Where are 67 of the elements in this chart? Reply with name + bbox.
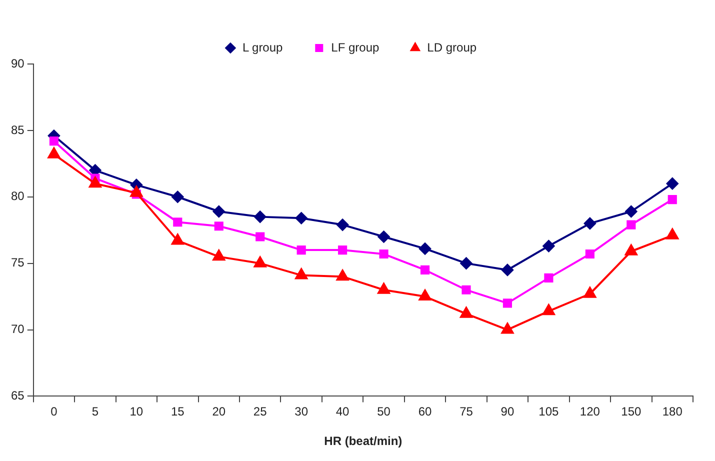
point	[460, 306, 472, 318]
x-tick-label: 50	[377, 404, 391, 419]
y-tick-label: 80	[10, 189, 25, 204]
point	[379, 249, 388, 259]
point	[336, 270, 349, 281]
x-tick-label: 75	[460, 404, 474, 419]
point	[88, 176, 102, 188]
point	[212, 250, 226, 261]
y-tick-label: 90	[10, 56, 25, 70]
point	[584, 217, 596, 230]
x-tick-label: 20	[212, 404, 226, 419]
point	[173, 218, 182, 227]
point	[501, 264, 514, 276]
point	[460, 257, 472, 270]
point	[254, 256, 266, 268]
point	[501, 322, 514, 334]
point	[502, 298, 512, 308]
point	[584, 286, 596, 298]
point	[296, 245, 306, 255]
point	[295, 268, 308, 280]
point	[256, 232, 265, 242]
point	[336, 218, 349, 231]
point	[214, 222, 224, 231]
x-tick-label: 90	[500, 404, 514, 419]
x-tick-label: 40	[336, 404, 350, 419]
point	[666, 178, 678, 190]
point	[419, 242, 432, 255]
x-axis-title: HR (beat/min)	[324, 434, 402, 448]
x-tick-label: 120	[580, 404, 600, 419]
x-tick-label: 0	[50, 404, 58, 419]
x-tick-label: 15	[170, 404, 185, 419]
point	[378, 282, 390, 294]
point	[172, 190, 184, 203]
y-tick-label: 70	[10, 322, 25, 336]
point	[626, 220, 636, 230]
x-tick-label: 150	[621, 404, 642, 419]
point	[544, 273, 554, 282]
point	[624, 244, 638, 256]
y-tick-label: 65	[10, 388, 25, 403]
x-tick-label: 30	[294, 404, 308, 419]
point	[542, 240, 555, 252]
point	[212, 205, 225, 218]
x-tick-label: 105	[538, 404, 560, 419]
y-tick-label: 75	[10, 256, 25, 270]
legend-label: LF group	[331, 40, 380, 54]
x-tick-label: 180	[662, 404, 683, 419]
x-tick-label: 10	[130, 404, 144, 419]
point	[338, 245, 348, 255]
legend-label: LD group	[427, 40, 477, 54]
point	[542, 304, 555, 316]
y-tick-label: 85	[10, 122, 25, 137]
point	[668, 195, 677, 204]
point	[418, 290, 432, 301]
legend-label: L group	[242, 40, 284, 54]
point	[625, 205, 638, 218]
x-tick-label: 5	[92, 404, 99, 419]
point	[254, 210, 266, 223]
point	[585, 249, 594, 259]
point	[49, 136, 58, 146]
point	[295, 212, 308, 224]
point	[171, 234, 184, 245]
point	[378, 230, 390, 243]
point	[420, 265, 430, 274]
x-tick-label: 25	[253, 404, 268, 419]
point	[666, 228, 679, 240]
x-tick-label: 60	[418, 404, 432, 419]
point	[462, 285, 471, 294]
